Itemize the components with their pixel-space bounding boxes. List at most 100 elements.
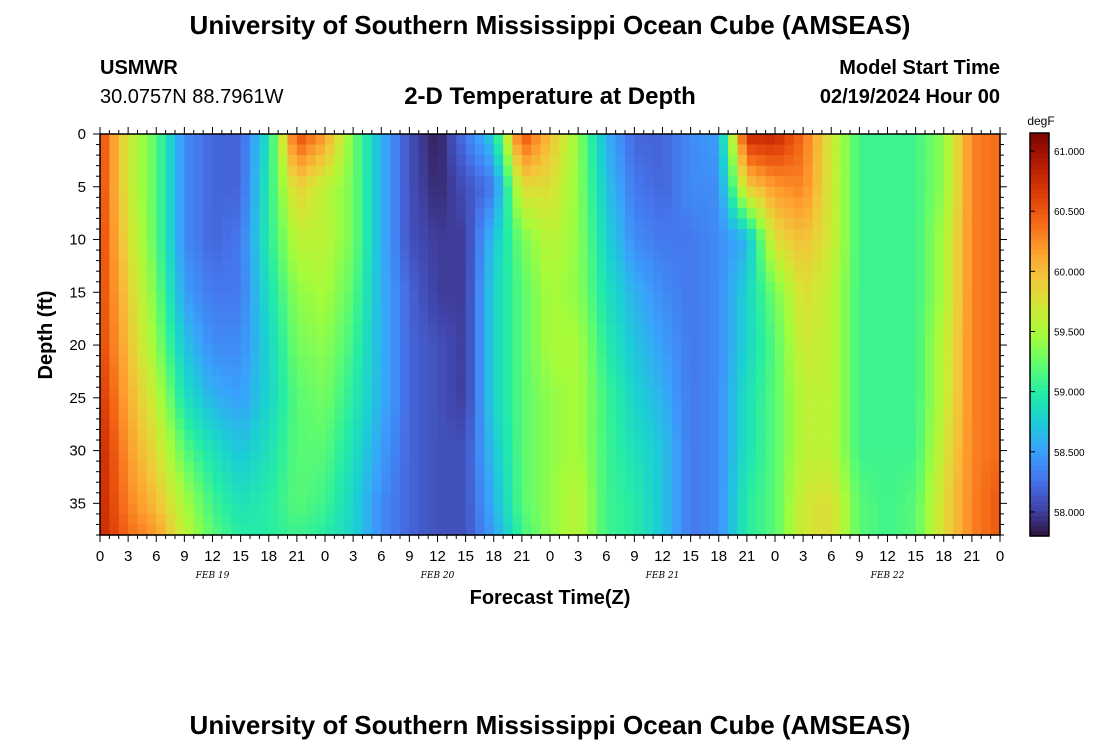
heatmap-cell	[737, 186, 748, 198]
heatmap-cell	[118, 418, 129, 431]
heatmap-cell	[925, 471, 935, 483]
heatmap-cell	[765, 260, 776, 272]
heatmap-cell	[550, 387, 560, 399]
heatmap-cell	[596, 323, 607, 336]
heatmap-cell	[118, 387, 129, 399]
heatmap-cell	[493, 334, 504, 346]
heatmap-cell	[953, 482, 964, 494]
heatmap-cell	[690, 387, 701, 399]
heatmap-cell	[850, 271, 860, 283]
heatmap-cell	[306, 292, 317, 304]
heatmap-cell	[643, 281, 654, 293]
heatmap-cell	[681, 155, 692, 167]
heatmap-cell	[315, 239, 326, 251]
heatmap-cell	[859, 450, 870, 462]
heatmap-cell	[812, 228, 823, 241]
heatmap-cell	[409, 271, 420, 283]
heatmap-cell	[850, 440, 860, 452]
heatmap-cell	[118, 450, 129, 462]
heatmap-cell	[240, 397, 251, 409]
heatmap-cell	[709, 197, 720, 209]
heatmap-cell	[625, 450, 635, 462]
heatmap-cell	[390, 155, 401, 167]
heatmap-cell	[100, 144, 110, 156]
heatmap-cell	[746, 345, 757, 357]
heatmap-cell	[484, 302, 495, 314]
heatmap-cell	[606, 313, 617, 325]
heatmap-cell	[578, 176, 589, 188]
heatmap-cell	[690, 228, 701, 241]
heatmap-cell	[746, 397, 757, 409]
heatmap-cell	[521, 345, 532, 357]
heatmap-cell	[512, 302, 523, 314]
heatmap-cell	[315, 134, 326, 146]
heatmap-cell	[681, 323, 692, 336]
heatmap-cell	[325, 450, 335, 462]
colorbar-band	[1030, 379, 1049, 386]
heatmap-cell	[193, 271, 204, 283]
heatmap-cell	[887, 144, 898, 156]
heatmap-cell	[793, 165, 804, 177]
heatmap-cell	[896, 260, 907, 272]
heatmap-cell	[906, 165, 917, 177]
heatmap-cell	[709, 503, 720, 515]
heatmap-cell	[634, 134, 645, 146]
heatmap-cell	[353, 461, 364, 473]
heatmap-cell	[128, 260, 139, 272]
heatmap-cell	[306, 155, 317, 167]
heatmap-cell	[550, 218, 560, 230]
heatmap-cell	[915, 218, 926, 230]
heatmap-cell	[381, 260, 392, 272]
heatmap-cell	[278, 440, 289, 452]
heatmap-cell	[100, 302, 110, 314]
heatmap-cell	[418, 250, 429, 262]
heatmap-cell	[728, 292, 739, 304]
heatmap-cell	[737, 165, 748, 177]
heatmap-cell	[428, 524, 439, 536]
heatmap-cell	[259, 260, 270, 272]
heatmap-cell	[643, 197, 654, 209]
heatmap-cell	[175, 323, 185, 336]
heatmap-cell	[681, 503, 692, 515]
heatmap-cell	[475, 503, 485, 515]
heatmap-cell	[812, 155, 823, 167]
heatmap-cell	[756, 376, 767, 388]
heatmap-cell	[418, 302, 429, 314]
heatmap-cell	[887, 302, 898, 314]
heatmap-cell	[484, 408, 495, 420]
heatmap-cell	[503, 471, 514, 483]
heatmap-cell	[315, 376, 326, 388]
heatmap-cell	[550, 461, 560, 473]
heatmap-cell	[906, 134, 917, 146]
heatmap-cell	[306, 408, 317, 420]
heatmap-cell	[512, 492, 523, 504]
heatmap-cell	[456, 471, 467, 483]
colorbar-band	[1030, 435, 1049, 441]
x-tick-label: 18	[260, 548, 277, 565]
heatmap-cell	[362, 271, 373, 283]
colorbar-band	[1030, 289, 1049, 295]
heatmap-cell	[193, 429, 204, 441]
heatmap-cell	[728, 387, 739, 399]
heatmap-cell	[296, 376, 307, 388]
heatmap-cell	[296, 492, 307, 504]
heatmap-cell	[718, 165, 729, 177]
heatmap-cell	[325, 408, 335, 420]
heatmap-cell	[812, 260, 823, 272]
heatmap-cell	[418, 503, 429, 515]
heatmap-cell	[896, 471, 907, 483]
heatmap-cell	[315, 408, 326, 420]
heatmap-cell	[915, 207, 926, 220]
heatmap-cell	[268, 366, 279, 378]
heatmap-cell	[278, 355, 289, 367]
heatmap-cell	[325, 250, 335, 262]
heatmap-cell	[821, 503, 832, 515]
heatmap-cell	[728, 397, 739, 409]
heatmap-cell	[390, 440, 401, 452]
heatmap-cell	[193, 366, 204, 378]
heatmap-cell	[906, 313, 917, 325]
heatmap-cell	[803, 313, 814, 325]
heatmap-cell	[278, 471, 289, 483]
heatmap-cell	[193, 513, 204, 526]
heatmap-cell	[475, 408, 485, 420]
